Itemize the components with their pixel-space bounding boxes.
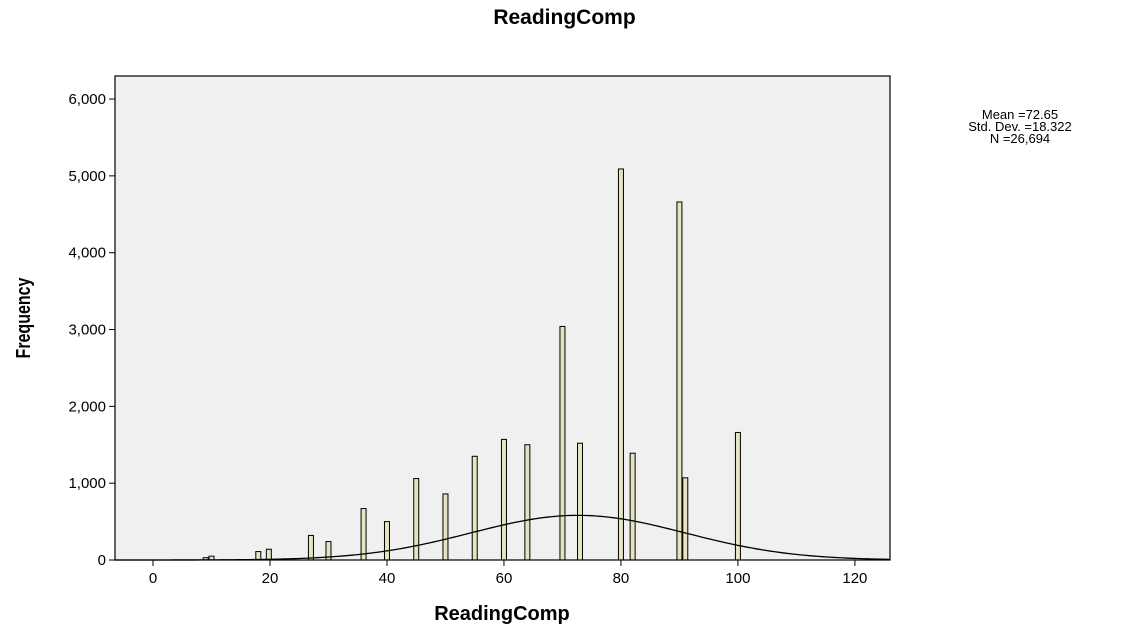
y-axis-label: Frequency	[12, 278, 34, 359]
histogram-bar	[629, 452, 636, 561]
x-tick-label: 120	[842, 570, 867, 587]
stats-mean: Mean =72.65	[981, 107, 1059, 122]
y-tick-label: 4,000	[68, 245, 106, 262]
histogram-bar	[360, 508, 367, 561]
histogram-bar	[442, 493, 449, 561]
y-tick-label: 5,000	[68, 168, 106, 185]
y-tick-label: 2,000	[68, 398, 106, 415]
y-tick-label: 0	[98, 552, 106, 569]
y-tick-label: 6,000	[68, 91, 106, 108]
histogram-bar	[471, 455, 478, 561]
stats-n: N =26,694	[989, 131, 1051, 146]
y-tick-label: 1,000	[68, 475, 106, 492]
histogram-bar	[265, 548, 272, 561]
x-tick-label: 20	[262, 570, 279, 587]
histogram-bar	[676, 201, 683, 561]
histogram-bar	[559, 325, 566, 561]
histogram-bar	[413, 478, 420, 561]
stats-std-dev: Std. Dev. =18.322	[968, 119, 1072, 134]
histogram-bar	[500, 438, 507, 561]
y-tick-label: 3,000	[68, 322, 106, 339]
axes-group: 0 20 40 60 80 100 120 0 1,000 2,000 3,000 4,000 5,00…	[68, 91, 867, 587]
histogram-bar	[577, 442, 583, 561]
histogram-bar	[255, 551, 262, 561]
histogram-bar	[383, 521, 390, 561]
stats-legend: Mean =72.65 Std. Dev. =18.322 N =26,694	[935, 107, 1105, 146]
x-tick-label: 100	[725, 570, 750, 587]
x-tick-label: 60	[496, 570, 513, 587]
histogram-bar	[682, 477, 689, 561]
x-tick-label: 40	[379, 570, 396, 587]
x-tick-label: 80	[613, 570, 630, 587]
histogram-bar	[307, 534, 314, 561]
x-tick-label: 0	[149, 570, 157, 587]
histogram-bar	[734, 431, 741, 561]
histogram-bar	[524, 444, 531, 561]
plot-frame	[114, 75, 891, 561]
chart-title: ReadingComp	[493, 6, 636, 29]
x-axis-label: ReadingComp	[434, 603, 570, 625]
histogram-bar	[617, 168, 624, 561]
